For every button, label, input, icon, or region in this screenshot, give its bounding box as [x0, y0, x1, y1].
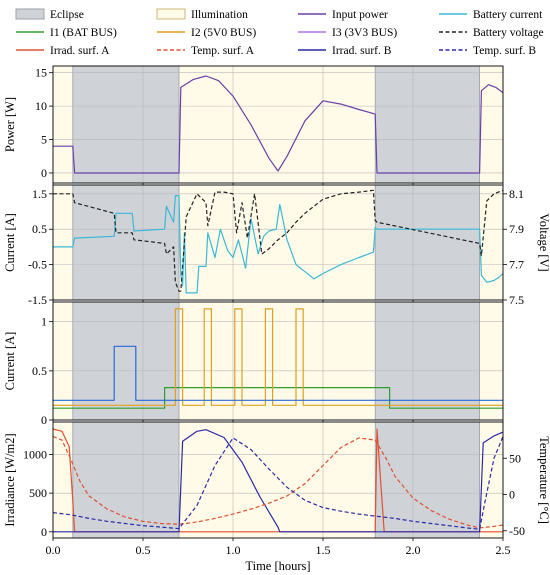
x-tick-label: 1.5 — [316, 543, 331, 557]
legend-label: I1 (BAT BUS) — [50, 27, 117, 39]
y2-tick-label: 8.1 — [509, 187, 524, 201]
y2-axis-label: Voltage [V] — [537, 213, 550, 271]
legend-item-temp-surf-b: Temp. surf. B — [439, 45, 536, 57]
legend-label: Eclipse — [50, 9, 84, 21]
y2-axis-label: Temperature [°C] — [537, 436, 550, 524]
legend-label: Battery voltage — [473, 27, 544, 39]
series-battery-voltage — [53, 189, 504, 292]
y-tick-label: 0.5 — [32, 222, 47, 236]
y-axis-label: Power [W] — [3, 97, 17, 152]
eclipse-band — [374, 421, 481, 539]
y-tick-label: 1.5 — [32, 187, 47, 201]
x-axis-label: Time [hours] — [245, 559, 310, 573]
eclipse-band — [72, 184, 180, 301]
y-tick-label: 15 — [35, 66, 47, 80]
legend: Eclipse Illumination Input power Battery cu… — [15, 8, 544, 57]
eclipse-band — [72, 301, 180, 421]
y-tick-label: 0 — [41, 166, 47, 180]
y-axis-label: Current [A] — [3, 213, 17, 272]
y-tick-label: 5 — [41, 133, 47, 147]
legend-label: Temp. surf. A — [191, 45, 255, 57]
legend-item-irrad-surf-a: Irrad. surf. A — [16, 45, 110, 57]
legend-label: I2 (5V0 BUS) — [191, 27, 256, 39]
x-tick-label: 2.5 — [496, 543, 511, 557]
axes-frame — [52, 421, 504, 539]
legend-item-eclipse: Eclipse — [15, 8, 84, 21]
legend-item-i3-3v3-bus: I3 (3V3 BUS) — [298, 27, 397, 39]
y-tick-label: -1.5 — [28, 293, 47, 307]
legend-item-irrad-surf-b: Irrad. surf. B — [298, 45, 392, 57]
eclipse-band — [374, 184, 481, 301]
legend-label: Irrad. surf. A — [50, 45, 110, 57]
y-tick-label: 500 — [29, 486, 47, 500]
legend-label: Temp. surf. B — [473, 45, 536, 57]
y-tick-label: 1000 — [23, 447, 47, 461]
y2-tick-label: 7.5 — [509, 293, 524, 307]
y2-tick-label: -50 — [509, 524, 525, 538]
legend-label: Irrad. surf. B — [332, 45, 392, 57]
y2-tick-label: 7.9 — [509, 222, 524, 236]
legend-item-battery-voltage: Battery voltage — [439, 27, 544, 39]
eclipse-band — [72, 421, 180, 539]
y2-tick-label: 0 — [509, 488, 515, 502]
x-tick-label: 2.0 — [406, 543, 421, 557]
legend-item-illumination: Illumination — [156, 8, 248, 21]
y-axis-label: Current [A] — [3, 332, 17, 391]
eclipse-band — [374, 301, 481, 421]
legend-item-battery-current: Battery current — [439, 9, 543, 21]
legend-label: Input power — [332, 9, 388, 21]
series-battery-current — [53, 195, 504, 294]
x-tick-label: 0.0 — [46, 543, 61, 557]
y-tick-label: 1 — [41, 315, 47, 329]
panel-1: 0 5 10 15 Power [W] — [3, 65, 504, 186]
series-irrad-surf-b — [53, 429, 504, 533]
y-tick-label: 10 — [35, 99, 47, 113]
panel-4: 0 500 1000 -50 0 50 0.0 0.5 1.0 1.5 2.0 2.5 Irradian… — [3, 421, 550, 573]
panel-3: 0 0.5 1 Current [A] — [3, 301, 504, 427]
y-axis-label: Irradiance [W/m2] — [3, 433, 17, 526]
x-tick-label: 0.5 — [136, 543, 151, 557]
axes-frame — [52, 301, 504, 421]
axes-frame — [52, 184, 504, 301]
legend-swatch — [15, 8, 45, 20]
legend-label: I3 (3V3 BUS) — [332, 27, 397, 39]
series-i1-bat-bus — [53, 387, 503, 409]
series-i2-5v0-bus — [53, 308, 503, 406]
axes-frame — [52, 65, 504, 184]
series-temp-surf-a — [52, 435, 504, 529]
series-input-power — [53, 75, 504, 174]
y-tick-label: 0 — [41, 413, 47, 427]
series-temp-surf-b — [52, 436, 504, 530]
legend-item-input-power: Input power — [298, 9, 388, 21]
y-tick-label: -0.5 — [28, 258, 47, 272]
legend-label: Battery current — [473, 9, 543, 21]
legend-item-temp-surf-a: Temp. surf. A — [157, 45, 255, 57]
x-tick-label: 1.0 — [226, 543, 241, 557]
legend-swatch — [156, 8, 186, 20]
series-i3-3v3-bus — [53, 345, 503, 401]
legend-item-i1-bat-bus: I1 (BAT BUS) — [16, 27, 117, 39]
legend-label: Illumination — [191, 9, 248, 21]
y-tick-label: 0 — [41, 525, 47, 539]
y2-tick-label: 50 — [509, 451, 521, 465]
eclipse-band — [72, 65, 180, 184]
y2-tick-label: 7.7 — [509, 258, 524, 272]
eclipse-band — [374, 65, 481, 184]
panel-2: -1.5 -0.5 0.5 1.5 7.5 7.7 7.9 8.1 Current [A] Vol… — [3, 184, 550, 307]
legend-item-i2-5v0-bus: I2 (5V0 BUS) — [157, 27, 256, 39]
y-tick-label: 0.5 — [32, 364, 47, 378]
